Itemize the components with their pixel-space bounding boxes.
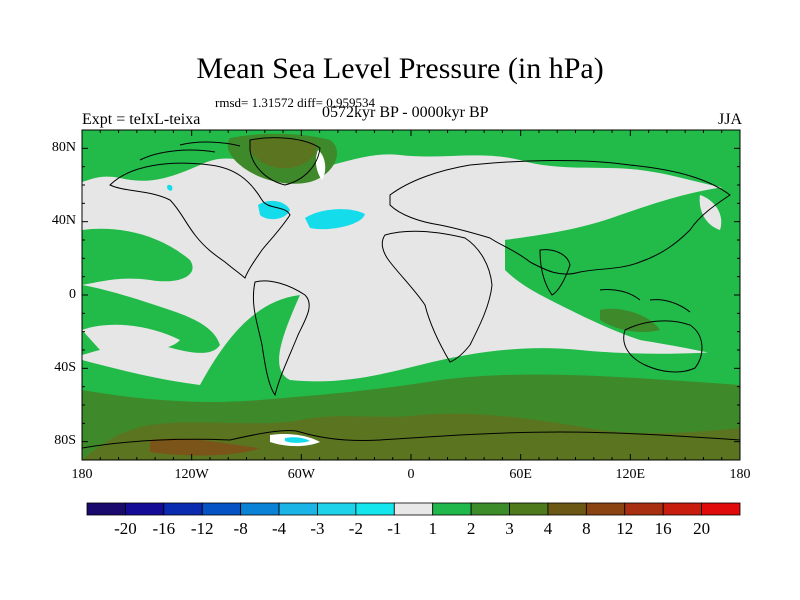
lat-tick-label: 80N: [51, 140, 76, 155]
colorbar-swatch: [547, 502, 587, 516]
colorbar-swatch: [355, 502, 395, 516]
colorbar-label: -20: [114, 519, 137, 538]
field-small-cyan: [167, 184, 173, 191]
field-indian-dark: [600, 308, 660, 332]
period-label: 0572kyr BP - 0000kyr BP: [322, 104, 489, 121]
field-indo-pacific: [505, 185, 740, 360]
field-westpac-grey: [699, 195, 722, 230]
lat-tick-label: 0: [69, 287, 76, 302]
colorbar-label: -3: [310, 519, 325, 538]
coast-arctic-islands: [139, 141, 241, 161]
experiment-label: Expt = teIxL-teixa: [82, 111, 201, 128]
coast-antarctica: [82, 429, 740, 449]
colorbar-label: 8: [582, 519, 591, 538]
colorbar-label: -16: [152, 519, 176, 538]
colorbar-label: 3: [505, 519, 514, 538]
colorbar-swatch: [201, 502, 242, 516]
colorbar-swatch: [86, 502, 126, 516]
field-spacific-grey: [82, 324, 180, 353]
coast-eurasia: [389, 159, 731, 275]
field-npacific: [82, 228, 193, 285]
lon-tick-label: 0: [407, 467, 415, 482]
colorbar-label: 2: [466, 519, 476, 538]
colorbar-swatch: [278, 502, 318, 516]
colorbar-label: 16: [654, 519, 672, 538]
lon-tick-label: 60E: [509, 467, 532, 482]
pressure-field: [82, 130, 740, 460]
colorbar-swatch: [393, 502, 434, 516]
colorbar-swatch: [163, 502, 203, 516]
coast-india: [539, 249, 571, 296]
coast-africa: [381, 230, 493, 363]
colorbar-label: 20: [693, 519, 711, 538]
colorbar-swatch: [509, 502, 549, 516]
coast-greenland: [249, 137, 321, 186]
colorbar-label: 4: [543, 519, 553, 538]
stats-label: rmsd= 1.31572 diff= 0.959534: [215, 95, 375, 110]
field-antarctic-cyan: [285, 437, 310, 443]
colorbar-swatch: [317, 502, 357, 516]
colorbar-swatch: [662, 502, 702, 516]
field-antarctic-brown: [150, 438, 260, 456]
field-na-cyan-west: [258, 200, 290, 220]
coast-south-america: [252, 280, 310, 397]
season-label: JJA: [717, 111, 742, 128]
field-greenland-spot: [315, 150, 326, 180]
axis-ticks: [81, 129, 741, 461]
lat-tick-label: 40N: [51, 213, 76, 228]
colorbar-swatch: [240, 502, 280, 516]
colorbar-label: 1: [428, 519, 437, 538]
colorbar-swatch: [125, 502, 165, 516]
lon-tick-label: 120W: [174, 467, 209, 482]
colorbar-label: -1: [387, 519, 402, 538]
lat-tick-label: 80S: [54, 433, 76, 448]
colorbar-label: -4: [271, 519, 287, 538]
colorbar-label: -2: [348, 519, 363, 538]
colorbar-swatch: [701, 502, 741, 516]
field-na-cyan-east: [305, 209, 365, 230]
colorbar-label: -8: [233, 519, 248, 538]
colorbar-swatch: [585, 502, 626, 516]
coast-australia: [623, 320, 703, 373]
colorbar-swatch: [624, 502, 664, 516]
colorbar: [86, 502, 741, 516]
colorbar-label: -12: [190, 519, 214, 538]
colorbar-swatch: [432, 502, 472, 516]
coast-north-america: [109, 162, 291, 279]
lon-tick-label: 60W: [287, 467, 315, 482]
field-greenland-core: [250, 137, 317, 169]
coastlines: [82, 137, 740, 449]
map-title: Mean Sea Level Pressure (in hPa): [196, 52, 604, 85]
lat-tick-label: 40S: [54, 360, 76, 375]
colorbar-swatch: [470, 502, 510, 516]
lon-tick-label: 180: [729, 467, 751, 482]
coast-maritime: [599, 289, 691, 313]
lon-tick-label: 120E: [615, 467, 646, 482]
colorbar-label: 12: [616, 519, 634, 538]
lon-tick-label: 180: [71, 467, 93, 482]
